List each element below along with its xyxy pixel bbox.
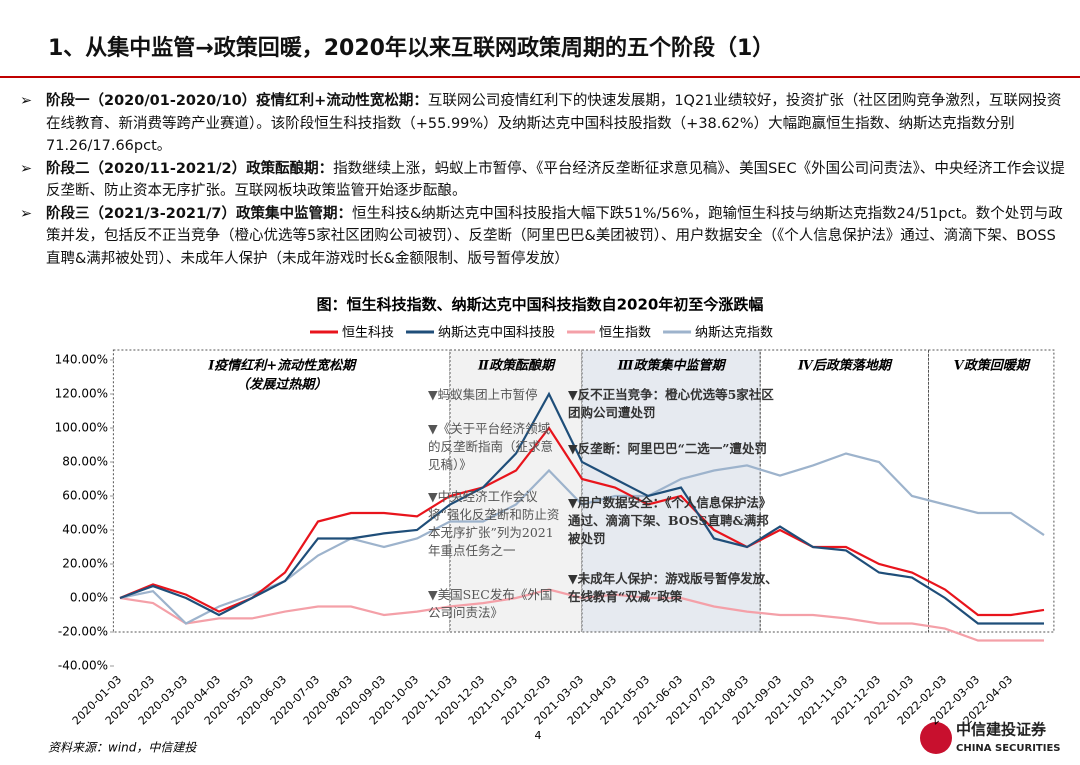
phase-label: Ⅲ政策集中监管期	[617, 358, 727, 374]
phase-label: Ⅰ疫情红利+流动性宽松期	[207, 358, 357, 374]
legend-label: 纳斯达克指数	[695, 326, 773, 341]
chart-title: 图：恒生科技指数、纳斯达克中国科技指数自2020年初至今涨跌幅	[317, 296, 764, 314]
title-rule	[0, 76, 1080, 78]
bullet-lead: 阶段一（2020/01-2020/10）疫情红利+流动性宽松期：	[46, 93, 428, 109]
y-tick-label: -40.00%	[58, 659, 108, 673]
annotation: ▼未成年人保护：游戏版号暂停发放、在线教育“双减”政策	[568, 571, 778, 604]
y-tick-label: 20.00%	[62, 557, 108, 571]
bullet: 阶段一（2020/01-2020/10）疫情红利+流动性宽松期：互联网公司疫情红…	[20, 90, 1065, 158]
annotation: ▼中央经济工作会议将“强化反垄断和防止资本无序扩张”列为2021年重点任务之一	[428, 489, 560, 558]
bullet-list: 阶段一（2020/01-2020/10）疫情红利+流动性宽松期：互联网公司疫情红…	[20, 90, 1065, 270]
annotation: ▼蚂蚁集团上市暂停	[428, 387, 538, 402]
bullet: 阶段二（2020/11-2021/2）政策酝酿期：指数继续上涨，蚂蚁上市暂停、《…	[20, 158, 1065, 203]
phase-region	[759, 349, 930, 633]
y-tick-label: 120.00%	[55, 387, 108, 401]
phase-sublabel: （发展过热期）	[236, 377, 327, 393]
annotation: ▼反垄断：阿里巴巴“二选一”遭处罚	[568, 441, 767, 456]
logo-english: CHINA SECURITIES	[956, 743, 1061, 754]
y-tick-label: 0.00%	[70, 591, 108, 605]
bullet-lead: 阶段二（2020/11-2021/2）政策酝酿期：	[46, 160, 334, 177]
annotation: ▼反不正当竞争：橙心优选等5家社区团购公司遭处罚	[568, 387, 774, 420]
bullet-text: 互联网公司疫情红利下的快速发展期，1Q21业绩较好，投资扩张（社区团购竞争激烈，…	[46, 93, 1062, 154]
y-tick-label: 140.00%	[55, 353, 108, 367]
phase-label: Ⅳ后政策落地期	[797, 358, 893, 374]
logo-name: 中信建投证券	[956, 721, 1047, 739]
bullet-text: 指数继续上涨，蚂蚁上市暂停、《平台经济反垄断征求意见稿》、美国SEC《外国公司问…	[46, 160, 1065, 200]
y-tick-label: 40.00%	[62, 523, 108, 537]
y-tick-label: -20.00%	[58, 625, 108, 639]
annotation: ▼用户数据安全：《个人信息保护法》通过、滴滴下架、BOSS直聘&满邦被处罚	[568, 495, 772, 546]
bullet: 阶段三（2021/3-2021/7）政策集中监管期：恒生科技&纳斯达克中国科技股…	[20, 203, 1065, 271]
slide-title: 1、从集中监管→政策回暖，2020年以来互联网政策周期的五个阶段（1）	[48, 36, 775, 61]
y-tick-label: 100.00%	[55, 421, 108, 435]
bullet-text: 恒生科技&纳斯达克中国科技股指大幅下跌51%/56%，跑输恒生科技与纳斯达克指数…	[46, 205, 1063, 267]
legend-label: 恒生指数	[599, 326, 651, 341]
phase-region	[928, 349, 1055, 633]
y-tick-label: 80.00%	[62, 455, 108, 469]
source: 资料来源：wind，中信建投	[48, 741, 197, 755]
legend-label: 纳斯达克中国科技股	[438, 326, 555, 341]
page-number: 4	[535, 729, 542, 742]
legend-label: 恒生科技	[342, 326, 394, 341]
y-tick-label: 60.00%	[62, 489, 108, 503]
phase-label: Ⅴ政策回暖期	[954, 358, 1031, 374]
series-line	[119, 588, 1044, 642]
annotation: ▼美国SEC发布《外国公司问责法》	[428, 587, 553, 620]
phase-label: Ⅱ政策酝酿期	[477, 358, 556, 374]
series-line	[119, 426, 1045, 617]
bullet-lead: 阶段三（2021/3-2021/7）政策集中监管期：	[46, 205, 352, 222]
annotation: ▼《关于平台经济领域的反垄断指南（征求意见稿）》	[428, 421, 554, 472]
logo-mark	[920, 722, 952, 754]
series-line	[119, 391, 1044, 625]
